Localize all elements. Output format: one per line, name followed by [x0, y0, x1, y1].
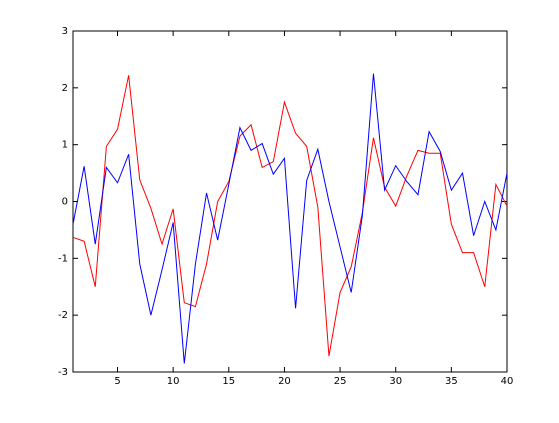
- y-tick-label: 3: [62, 26, 68, 37]
- y-tick-label: -3: [58, 367, 68, 378]
- y-tick-label: -1: [58, 253, 68, 264]
- line-series: [72, 75, 508, 357]
- x-tick-label: 15: [222, 376, 235, 387]
- x-tick-label: 35: [445, 376, 458, 387]
- x-tick-label: 30: [389, 376, 402, 387]
- y-tick-label: 0: [62, 197, 68, 208]
- x-tick-label: 5: [114, 376, 120, 387]
- x-tick-label: 20: [278, 376, 291, 387]
- plot-box: [72, 30, 508, 373]
- y-tick-label: 1: [62, 140, 68, 151]
- x-tick-label: 10: [167, 376, 180, 387]
- line-series: [72, 73, 508, 364]
- x-tick-label: 40: [501, 376, 514, 387]
- y-tick-label: 2: [62, 83, 68, 94]
- x-tick-label: 25: [334, 376, 347, 387]
- y-tick-label: -2: [58, 310, 68, 321]
